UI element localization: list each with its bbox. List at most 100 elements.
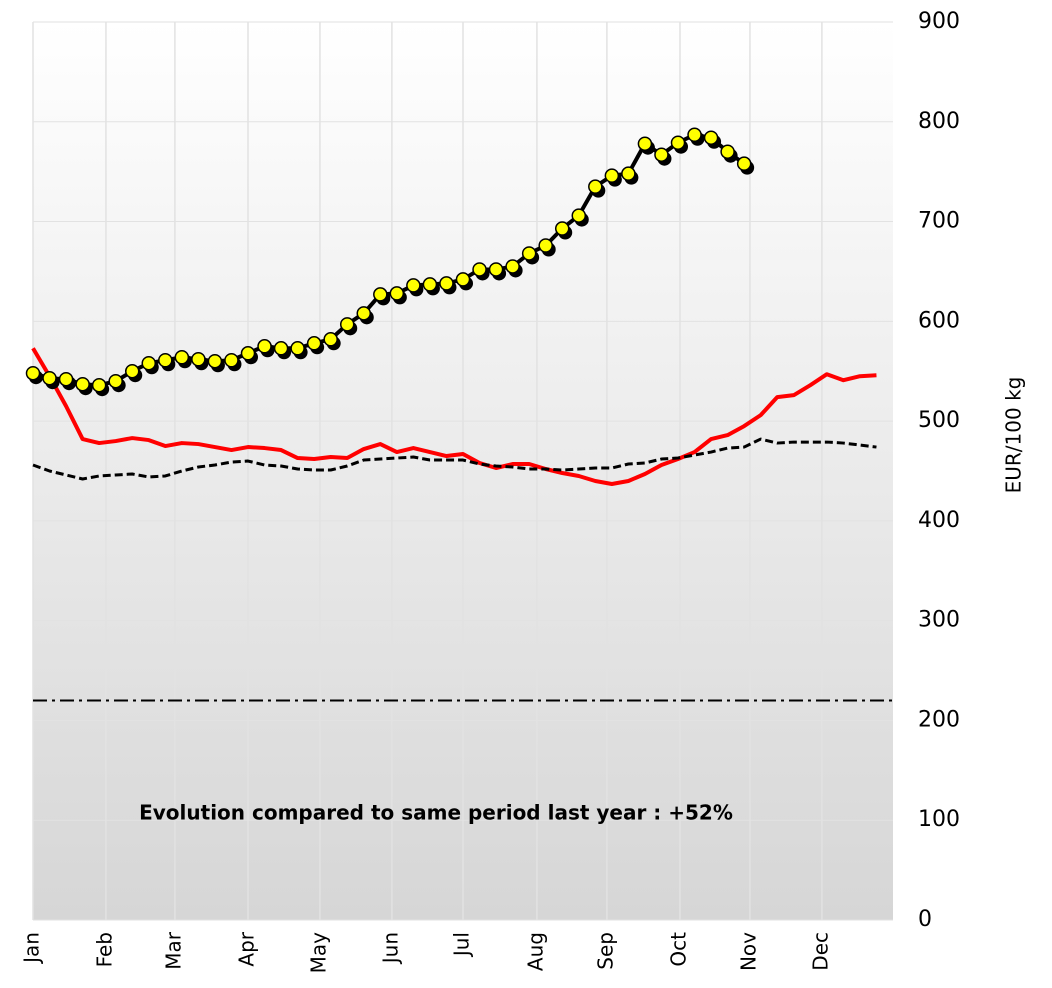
y-tick-label: 500 — [918, 408, 960, 433]
marker — [538, 238, 556, 257]
y-axis-label: EUR/100 kg — [1002, 377, 1026, 494]
marker — [439, 276, 457, 295]
y-tick-label: 600 — [918, 308, 960, 333]
marker-dot — [306, 336, 322, 351]
marker-dot — [505, 259, 520, 274]
marker-dot — [687, 127, 702, 142]
marker-dot — [257, 339, 272, 354]
marker-dot — [588, 179, 603, 194]
marker — [687, 127, 705, 146]
marker-dot — [373, 287, 388, 302]
marker — [273, 341, 292, 360]
marker-dot — [356, 306, 372, 321]
marker — [174, 350, 192, 369]
marker — [588, 179, 606, 198]
marker-dot — [472, 262, 487, 277]
marker — [75, 376, 93, 396]
marker — [42, 370, 60, 390]
marker-dot — [25, 365, 41, 381]
marker-dot — [339, 317, 355, 332]
y-tick-label: 900 — [918, 9, 960, 34]
marker-dot — [108, 373, 123, 389]
x-tick-label: Apr — [235, 931, 259, 966]
x-tick-label: Oct — [666, 932, 690, 967]
marker — [736, 156, 755, 175]
marker — [108, 373, 126, 393]
marker — [339, 317, 358, 336]
marker-dot — [554, 221, 570, 236]
marker-dot — [654, 147, 669, 162]
marker — [158, 352, 176, 372]
marker-dot — [124, 363, 140, 379]
marker-dot — [637, 136, 653, 151]
marker — [389, 286, 407, 305]
marker — [25, 365, 43, 385]
marker-dot — [91, 377, 107, 393]
marker-dot — [240, 346, 256, 361]
x-tick-label: May — [306, 932, 330, 974]
marker-dot — [323, 332, 338, 347]
x-tick-label: Jun — [378, 932, 402, 965]
marker — [224, 352, 242, 372]
marker — [637, 136, 655, 155]
x-tick-label: Mar — [161, 931, 185, 970]
x-tick-label: Jul — [450, 932, 474, 958]
marker-dot — [720, 144, 735, 159]
marker-dot — [703, 130, 719, 145]
marker — [505, 259, 523, 278]
marker — [290, 341, 308, 360]
marker — [356, 306, 374, 325]
marker-dot — [174, 350, 190, 365]
series-line — [31, 347, 877, 486]
marker-dot — [455, 272, 471, 287]
marker — [604, 168, 622, 187]
marker — [621, 166, 639, 185]
marker-dot — [422, 277, 438, 292]
y-tick-label: 0 — [918, 907, 932, 932]
marker-dot — [488, 262, 504, 277]
marker-dot — [224, 352, 239, 368]
marker — [422, 277, 440, 296]
marker-dot — [604, 168, 620, 183]
marker — [191, 351, 209, 371]
marker — [720, 144, 738, 163]
marker-dot — [191, 351, 206, 367]
marker-dot — [521, 246, 537, 261]
x-tick-label: Nov — [736, 932, 760, 971]
marker — [141, 355, 159, 375]
marker-dot — [207, 353, 223, 369]
marker-dot — [273, 341, 289, 356]
y-tick-label: 300 — [918, 608, 960, 633]
marker-dot — [75, 376, 90, 392]
marker — [455, 272, 473, 291]
marker — [373, 287, 391, 306]
marker-dot — [406, 278, 421, 293]
annotation: Evolution compared to same period last y… — [139, 801, 733, 825]
y-tick-label: 400 — [918, 508, 960, 533]
marker-dot — [290, 341, 305, 356]
marker-dot — [736, 156, 752, 171]
y-tick-label: 800 — [918, 109, 960, 134]
x-tick-label: Aug — [523, 932, 547, 971]
marker — [306, 336, 325, 355]
marker — [124, 363, 143, 383]
marker-dot — [141, 355, 157, 371]
marker — [58, 371, 77, 391]
marker-dot — [538, 238, 553, 253]
marker — [654, 147, 672, 166]
x-tick-label: Jan — [20, 932, 44, 965]
marker — [257, 339, 275, 358]
marker — [571, 208, 589, 227]
marker-dot — [58, 371, 74, 387]
marker-dot — [621, 166, 636, 181]
marker-dot — [158, 352, 173, 368]
marker-dot — [42, 370, 57, 386]
marker — [406, 278, 424, 297]
marker-dot — [571, 208, 587, 223]
y-tick-label: 200 — [918, 707, 960, 732]
series-line — [32, 437, 877, 481]
x-tick-label: Dec — [808, 932, 832, 971]
x-tick-label: Feb — [92, 932, 116, 967]
marker — [488, 262, 507, 281]
